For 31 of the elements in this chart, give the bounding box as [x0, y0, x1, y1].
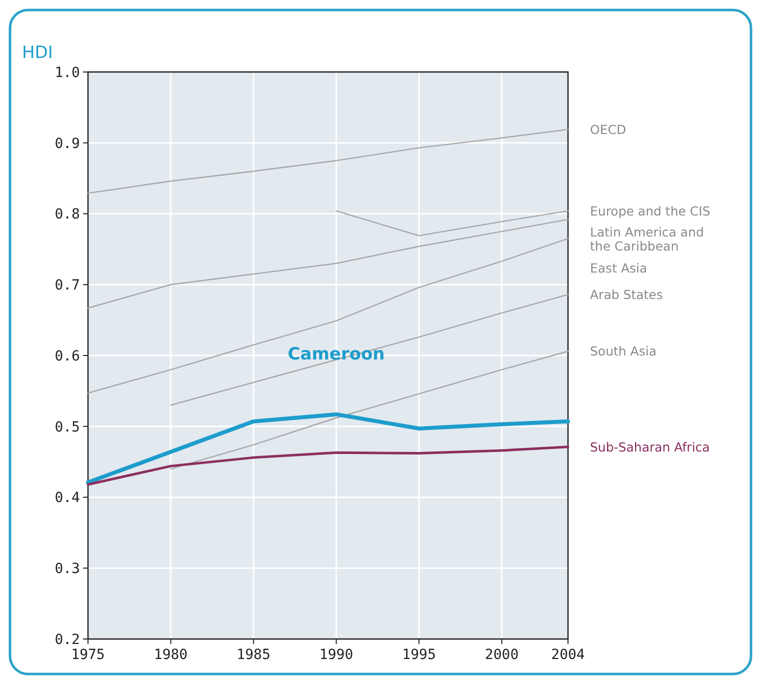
series-label: Latin America and the Caribbean [590, 224, 704, 254]
series-label: Sub-Saharan Africa [590, 439, 710, 454]
series-label: Europe and the CIS [590, 203, 710, 218]
y-tick-label: 0.4 [54, 490, 80, 506]
x-tick-label: 1990 [319, 647, 354, 663]
series-label: OECD [590, 122, 626, 137]
line-series [86, 412, 570, 484]
y-tick-label: 1.0 [54, 64, 80, 81]
series-label: Arab States [590, 286, 663, 302]
y-tick-label: 0.3 [54, 561, 80, 578]
y-tick-label: 0.5 [54, 419, 80, 436]
line-series [86, 446, 570, 486]
line-series [87, 128, 569, 194]
x-tick-label: 1985 [236, 647, 270, 663]
text: East Asia [590, 260, 648, 276]
x-tick-label: 1980 [154, 647, 188, 663]
line-series [170, 294, 569, 406]
y-tick-label: 0.9 [54, 136, 80, 152]
x-tick-label: 2000 [484, 647, 519, 663]
line-series [87, 218, 569, 309]
y-tick-label: 0.6 [54, 348, 80, 364]
y-tick-label: 0.7 [54, 278, 80, 294]
x-tick-label: 2004 [551, 647, 585, 663]
text: Cameroon [288, 344, 385, 364]
y-tick-label: 0.2 [54, 632, 80, 648]
series-label: South Asia [590, 344, 656, 359]
x-tick-label: 1975 [71, 647, 105, 663]
y-tick-label: 0.8 [54, 206, 80, 223]
line-series [87, 238, 569, 394]
y-axis-title: HDI [22, 43, 53, 63]
x-tick-label: 1995 [402, 647, 436, 663]
